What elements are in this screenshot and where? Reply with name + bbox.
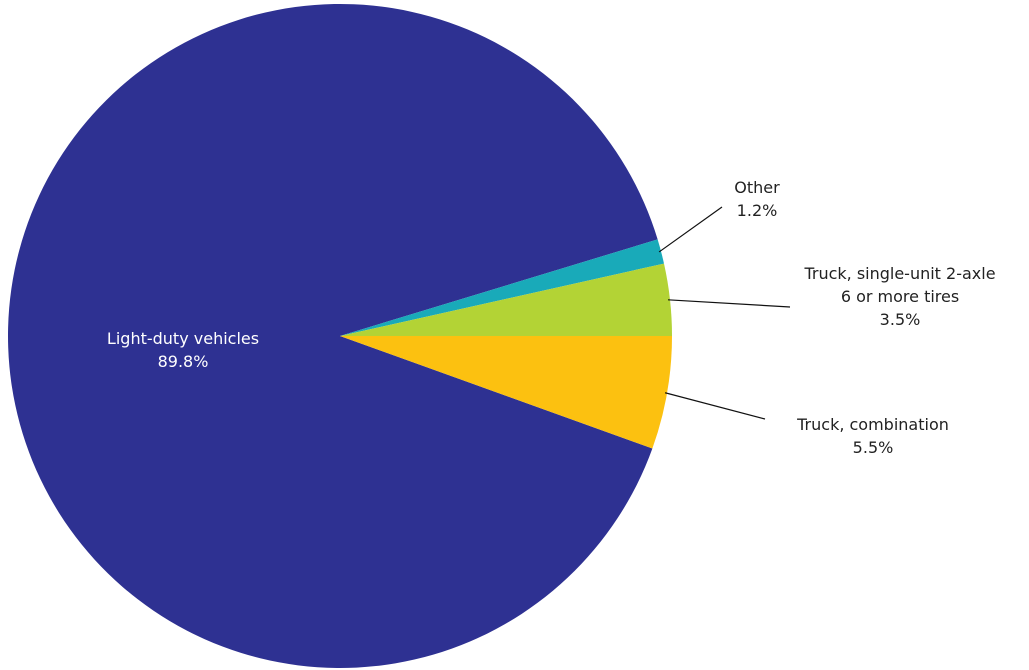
slice-label-line: 5.5% — [853, 438, 894, 457]
leader-line — [664, 392, 766, 420]
slice-label-line: 6 or more tires — [841, 287, 959, 306]
slice-truck-combination — [340, 336, 672, 449]
slice-truck-single-unit — [340, 263, 672, 336]
slice-label-line: 89.8% — [158, 352, 209, 371]
leader-line — [658, 206, 723, 253]
slice-label-line: Truck, single-unit 2-axle — [803, 264, 995, 283]
slice-labels: Light-duty vehicles 89.8% Other 1.2% Truck, … — [107, 178, 996, 457]
slice-label: Light-duty vehicles 89.8% — [107, 329, 259, 371]
slice-label-line: Other — [734, 178, 780, 197]
slice-label-line: Truck, combination — [796, 415, 949, 434]
slice-label-line: 3.5% — [880, 310, 921, 329]
slice-label-line: Light-duty vehicles — [107, 329, 259, 348]
slice-label-line: 1.2% — [737, 201, 778, 220]
slice-other — [340, 239, 664, 336]
slice-label: Truck, single-unit 2-axle 6 or more tires… — [803, 264, 995, 329]
slice-label: Other 1.2% — [734, 178, 780, 220]
slice-label: Truck, combination 5.5% — [796, 415, 949, 457]
pie-slices — [7, 3, 672, 668]
slice-light-duty-vehicles — [7, 3, 658, 668]
leader-lines — [658, 206, 791, 420]
leader-line — [667, 299, 791, 308]
